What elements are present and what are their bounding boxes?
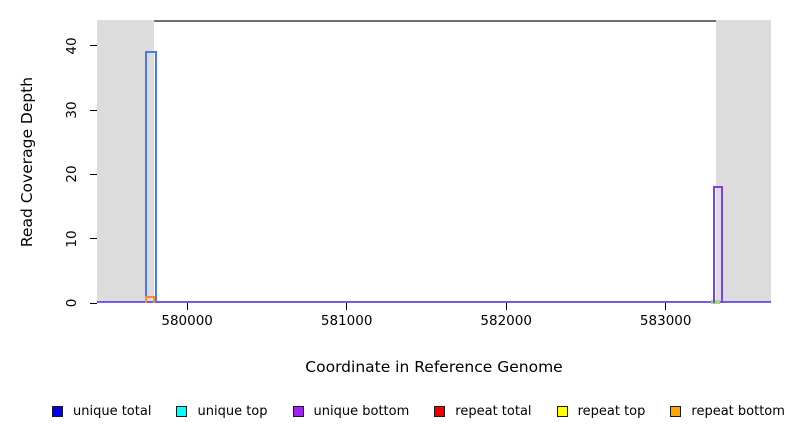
legend-swatch-icon [292, 405, 304, 417]
y-tick-label: 0 [64, 298, 80, 308]
y-tick [90, 109, 97, 111]
legend-swatch-icon [52, 405, 63, 417]
legend-entry-repeat-total: repeat total [434, 403, 532, 419]
shaded-region [716, 20, 771, 303]
x-tick-label: 582000 [480, 313, 532, 329]
x-tick [346, 303, 348, 310]
legend-label: unique total [73, 403, 152, 419]
baseline-depth-0 [97, 301, 771, 304]
y-tick-label: 40 [64, 37, 80, 55]
y-tick [90, 302, 97, 304]
x-tick-label: 580000 [161, 313, 213, 329]
legend-entry-unique-bottom: unique bottom [292, 403, 410, 419]
legend-label: repeat bottom [691, 403, 785, 419]
x-tick [186, 303, 188, 310]
x-tick [665, 303, 667, 310]
legend-swatch-icon [556, 405, 568, 417]
legend-entry-repeat-bottom: repeat bottom [670, 405, 785, 418]
x-tick-label: 581000 [320, 313, 373, 329]
legend-label: repeat total [455, 403, 532, 419]
x-axis-title: Coordinate in Reference Genome [305, 358, 563, 376]
y-tick-label: 30 [64, 101, 80, 119]
legend-swatch-icon [434, 405, 446, 417]
y-axis-title: Read Coverage Depth [18, 76, 36, 248]
segment-unique-total [144, 51, 157, 303]
y-tick [90, 238, 97, 240]
legend-label: unique top [197, 403, 268, 419]
segment-unique-bottom [713, 186, 724, 303]
legend-entry-unique-total: unique total [52, 405, 151, 418]
y-tick-label: 10 [64, 230, 80, 248]
segment-repeat-bottom [145, 295, 155, 303]
y-tick [90, 45, 97, 47]
legend-swatch-icon [176, 405, 188, 417]
plot-top-border [97, 20, 771, 22]
legend: unique total unique top unique bottom repea… [52, 402, 785, 420]
legend-label: repeat top [577, 403, 646, 419]
legend-label: unique bottom [313, 403, 410, 419]
shaded-region [97, 20, 154, 303]
y-tick-label: 20 [64, 165, 80, 183]
legend-entry-unique-top: unique top [176, 403, 268, 419]
x-tick-label: 583000 [639, 313, 692, 329]
legend-swatch-icon [670, 405, 682, 417]
y-tick [90, 173, 97, 175]
x-tick [505, 303, 507, 310]
legend-entry-repeat-top: repeat top [556, 403, 646, 419]
